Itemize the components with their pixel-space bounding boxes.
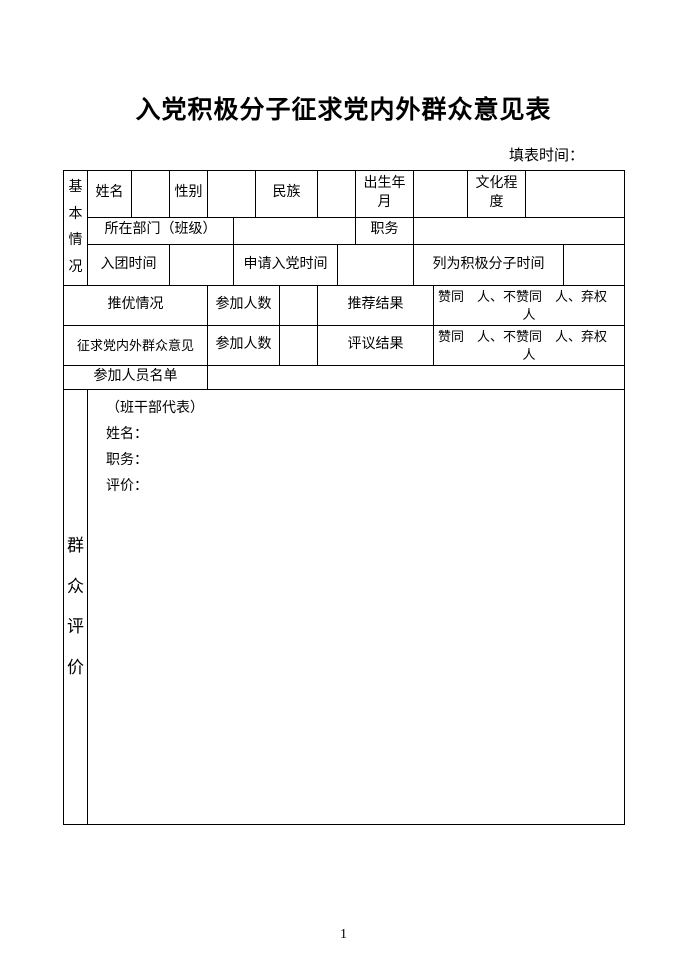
eval-result-label: 评议结果 [318,326,434,366]
job-value[interactable] [414,217,625,244]
apply-value[interactable] [338,245,414,286]
activist-value[interactable] [564,245,625,286]
table-row: 入团时间 申请入党时间 列为积极分子时间 [64,245,625,286]
mass-eval-header: 群众评价 [64,390,88,825]
name-label: 姓名 [88,171,132,218]
table-row: 基本情况 姓名 性别 民族 出生年月 文化程度 [64,171,625,218]
mass-eval-body[interactable]: （班干部代表） 姓名： 职务： 评价： [88,390,625,825]
fill-time-label: 填表时间： [63,144,624,165]
activist-label: 列为积极分子时间 [414,245,564,286]
participants-value-2[interactable] [280,326,318,366]
table-row: 征求党内外群众意见 参加人数 评议结果 赞同 人、不赞同 人、弃权 人 [64,326,625,366]
recommendation-label: 推优情况 [64,286,208,326]
apply-label: 申请入党时间 [234,245,338,286]
gender-label: 性别 [170,171,208,218]
rec-result-label: 推荐结果 [318,286,434,326]
edu-label: 文化程度 [468,171,526,218]
table-row: 推优情况 参加人数 推荐结果 赞同 人、不赞同 人、弃权 人 [64,286,625,326]
dept-label: 所在部门（班级） [88,217,234,244]
rep-job-label: 职务： [96,448,616,474]
participants-label-2: 参加人数 [208,326,280,366]
solicit-label: 征求党内外群众意见 [64,326,208,366]
join-league-label: 入团时间 [88,245,170,286]
eval-result-value[interactable]: 赞同 人、不赞同 人、弃权 人 [434,326,625,366]
table-row: 所在部门（班级） 职务 [64,217,625,244]
join-league-value[interactable] [170,245,234,286]
table-row: 群众评价 （班干部代表） 姓名： 职务： 评价： [64,390,625,825]
participants-label-1: 参加人数 [208,286,280,326]
participant-list-value[interactable] [208,366,625,390]
birth-value[interactable] [414,171,468,218]
rep-label: （班干部代表） [96,396,616,422]
participants-value-1[interactable] [280,286,318,326]
job-label: 职务 [356,217,414,244]
page-title: 入党积极分子征求党内外群众意见表 [63,90,624,126]
opinion-form-table: 基本情况 姓名 性别 民族 出生年月 文化程度 所在部门（班级） 职务 入团时间… [63,170,625,825]
name-value[interactable] [132,171,170,218]
basic-info-header: 基本情况 [64,171,88,286]
gender-value[interactable] [208,171,256,218]
page-number: 1 [0,927,687,943]
birth-label: 出生年月 [356,171,414,218]
participant-list-label: 参加人员名单 [64,366,208,390]
dept-value[interactable] [234,217,356,244]
rec-result-value[interactable]: 赞同 人、不赞同 人、弃权 人 [434,286,625,326]
ethnic-value[interactable] [318,171,356,218]
ethnic-label: 民族 [256,171,318,218]
table-row: 参加人员名单 [64,366,625,390]
rep-comment-label: 评价： [96,474,616,500]
edu-value[interactable] [526,171,625,218]
rep-name-label: 姓名： [96,422,616,448]
